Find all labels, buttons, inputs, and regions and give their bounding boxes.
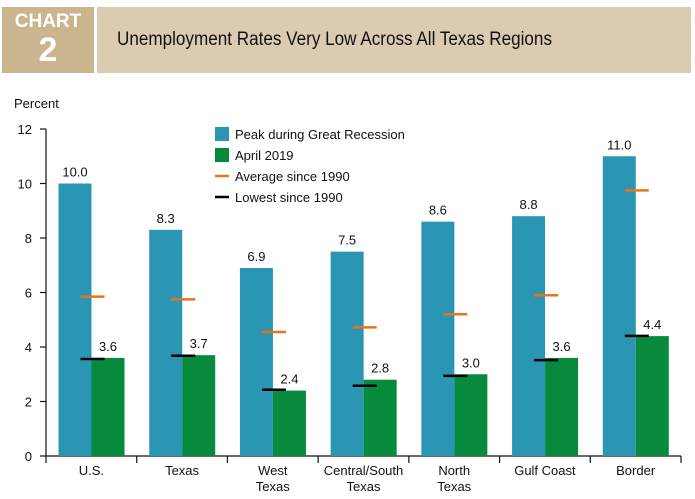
data-label-peak: 8.3	[157, 211, 175, 226]
x-tick-label: Texas	[347, 479, 381, 494]
chart-number: 2	[38, 31, 58, 69]
x-tick-label: Central/South	[324, 463, 404, 478]
legend-swatch	[215, 148, 229, 162]
y-tick-label: 10	[18, 177, 32, 192]
bar-april-2019	[454, 374, 488, 456]
chart-number-badge: CHART 2	[2, 7, 94, 73]
bar-peak	[330, 251, 364, 456]
data-label-peak: 7.5	[338, 233, 356, 248]
legend-swatch	[215, 127, 229, 141]
legend: Peak during Great Recession April 2019 Ave…	[215, 127, 405, 205]
bar-peak	[602, 156, 636, 456]
y-tick-label: 0	[25, 449, 32, 464]
x-tick-label: Texas	[256, 479, 290, 494]
data-label-peak: 11.0	[607, 137, 631, 152]
chart-title: Unemployment Rates Very Low Across All T…	[117, 29, 552, 50]
bar-peak	[58, 183, 92, 456]
y-tick-label: 6	[25, 286, 32, 301]
bar-peak	[239, 267, 273, 456]
data-label-april-2019: 3.6	[553, 339, 571, 354]
x-axis: U.S. Texas WestTexasCentral/SouthTexasNort…	[45, 455, 682, 494]
bar-peak	[149, 229, 183, 456]
y-tick-label: 12	[18, 122, 32, 137]
x-tick-label: Texas	[165, 463, 199, 478]
data-label-peak: 8.6	[429, 203, 447, 218]
title-banner: Unemployment Rates Very Low Across All T…	[97, 7, 691, 73]
x-tick-label: U.S.	[79, 463, 104, 478]
data-label-april-2019: 3.0	[462, 355, 480, 370]
y-tick-label: 4	[25, 340, 32, 355]
data-label-peak: 6.9	[247, 249, 265, 264]
y-tick-label: 2	[25, 395, 32, 410]
bar-april-2019	[545, 357, 579, 456]
legend-label: Lowest since 1990	[235, 190, 343, 205]
data-label-april-2019: 3.6	[99, 339, 117, 354]
bar-april-2019	[272, 390, 306, 456]
x-tick-label: Texas	[437, 479, 471, 494]
y-axis: 0 2 4 6 8 10 12	[18, 122, 47, 464]
x-tick-label: Border	[616, 463, 656, 478]
bar-april-2019	[182, 355, 216, 456]
data-label-april-2019: 2.4	[280, 372, 298, 387]
data-label-april-2019: 4.4	[643, 317, 661, 332]
bar-april-2019	[91, 357, 125, 456]
data-label-april-2019: 3.7	[190, 336, 208, 351]
bar-peak	[512, 216, 546, 456]
bars	[58, 156, 669, 456]
bar-april-2019	[363, 379, 397, 456]
data-label-peak: 8.8	[520, 197, 538, 212]
data-label-april-2019: 2.8	[371, 361, 389, 376]
data-labels: 10.0 3.6 8.3 3.7 6.9 2.4 7.5 2.8 8.6 3.0 8.8 3.6 11.…	[62, 137, 661, 386]
x-tick-label: Gulf Coast	[514, 463, 576, 478]
data-label-peak: 10.0	[62, 165, 87, 180]
legend-label: Peak during Great Recession	[235, 127, 405, 142]
x-tick-label: North	[438, 463, 470, 478]
y-tick-label: 8	[25, 231, 32, 246]
legend-label: Average since 1990	[235, 169, 350, 184]
bar-peak	[421, 221, 455, 456]
chart-label: CHART	[14, 11, 82, 32]
bar-april-2019	[635, 336, 669, 456]
legend-label: April 2019	[235, 148, 294, 163]
markers	[80, 189, 649, 392]
y-axis-label: Percent	[14, 96, 59, 111]
x-tick-label: West	[258, 463, 288, 478]
